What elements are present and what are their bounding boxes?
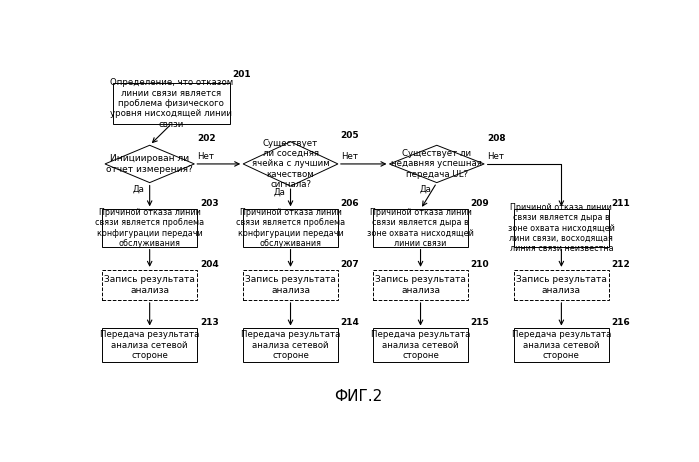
Text: 210: 210 (470, 260, 489, 269)
FancyBboxPatch shape (373, 328, 468, 362)
Text: Запись результата
анализа: Запись результата анализа (516, 275, 607, 295)
FancyBboxPatch shape (514, 328, 609, 362)
Text: Передача результата
анализа сетевой
стороне: Передача результата анализа сетевой стор… (512, 330, 611, 360)
Text: 208: 208 (487, 134, 505, 144)
Text: Причиной отказа линии
связи является дыра в
зоне охвата нисходящей
линии связи: Причиной отказа линии связи является дыр… (367, 208, 474, 248)
Text: Да: Да (132, 184, 144, 194)
Text: 201: 201 (232, 70, 251, 79)
Text: 202: 202 (197, 134, 216, 144)
Text: 213: 213 (200, 318, 219, 328)
Text: 209: 209 (470, 199, 489, 208)
FancyBboxPatch shape (102, 270, 197, 300)
Text: 207: 207 (340, 260, 359, 269)
Text: 206: 206 (340, 199, 359, 208)
Text: Передача результата
анализа сетевой
стороне: Передача результата анализа сетевой стор… (371, 330, 470, 360)
Text: Передача результата
анализа сетевой
стороне: Передача результата анализа сетевой стор… (100, 330, 199, 360)
Text: Да: Да (273, 188, 285, 197)
Polygon shape (105, 145, 194, 182)
Text: Причиной отказа линии
связи является дыра в
зоне охвата нисходящей
лини связи, в: Причиной отказа линии связи является дыр… (508, 203, 615, 253)
Text: 205: 205 (340, 131, 359, 140)
Text: 216: 216 (612, 318, 630, 328)
Text: Передача результата
анализа сетевой
стороне: Передача результата анализа сетевой стор… (241, 330, 340, 360)
Text: ФИГ.2: ФИГ.2 (334, 389, 382, 404)
Text: Запись результата
анализа: Запись результата анализа (375, 275, 466, 295)
FancyBboxPatch shape (243, 270, 338, 300)
FancyBboxPatch shape (373, 209, 468, 247)
Text: 211: 211 (612, 199, 630, 208)
FancyBboxPatch shape (102, 209, 197, 247)
Text: Запись результата
анализа: Запись результата анализа (245, 275, 336, 295)
Text: 212: 212 (612, 260, 630, 269)
Text: Да: Да (419, 184, 431, 194)
Text: Существует
ли соседняя
ячейка с лучшим
качеством
сигнала?: Существует ли соседняя ячейка с лучшим к… (252, 139, 329, 189)
Text: Существует ли
недавняя успешная
передача UL?: Существует ли недавняя успешная передача… (391, 149, 482, 179)
FancyBboxPatch shape (514, 270, 609, 300)
Text: Нет: Нет (487, 152, 504, 161)
Polygon shape (389, 145, 484, 182)
Text: 203: 203 (200, 199, 218, 208)
Text: Причиной отказа линии
связи является проблема
конфигурации передачи
обслуживания: Причиной отказа линии связи является про… (95, 208, 204, 248)
Text: Нет: Нет (197, 152, 214, 161)
FancyBboxPatch shape (243, 328, 338, 362)
Text: Инициирован ли
отчет измерения?: Инициирован ли отчет измерения? (106, 154, 193, 174)
Text: 214: 214 (340, 318, 359, 328)
Text: Запись результата
анализа: Запись результата анализа (104, 275, 195, 295)
FancyBboxPatch shape (102, 328, 197, 362)
Text: 204: 204 (200, 260, 219, 269)
Polygon shape (243, 142, 338, 186)
FancyBboxPatch shape (243, 209, 338, 247)
Text: Определение, что отказом
линии связи является
проблема физического
уровня нисход: Определение, что отказом линии связи явл… (110, 78, 233, 129)
FancyBboxPatch shape (514, 209, 609, 247)
Text: 215: 215 (470, 318, 489, 328)
Text: Причиной отказа линии
связи является проблема
конфигурации передачи
обслуживания: Причиной отказа линии связи является про… (236, 208, 345, 248)
Text: Нет: Нет (340, 152, 358, 161)
FancyBboxPatch shape (373, 270, 468, 300)
FancyBboxPatch shape (113, 83, 229, 124)
